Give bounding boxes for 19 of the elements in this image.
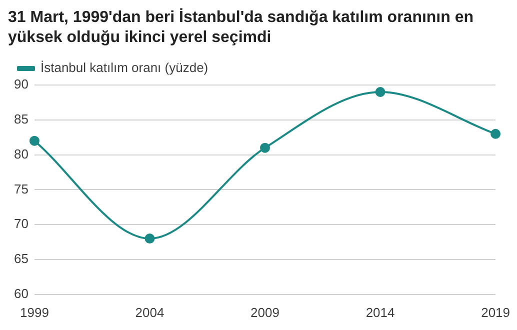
- y-tick-label: 80: [14, 146, 28, 162]
- y-tick-label: 60: [14, 286, 28, 301]
- x-tick-label: 2014: [366, 304, 395, 320]
- point: [375, 86, 386, 97]
- chart-title: 31 Mart, 1999'dan beri İstanbul'da sandığa katılım oranının en yüksek olduğu ikinci yerel seçimdi: [8, 8, 475, 48]
- x-tick-label: 1999: [20, 304, 49, 320]
- y-tick-label: 90: [14, 76, 28, 92]
- y-tick-label: 70: [14, 216, 28, 232]
- point: [490, 128, 501, 139]
- y-tick-label: 65: [14, 251, 28, 266]
- x-tick-label: 2004: [135, 304, 164, 320]
- point: [29, 136, 40, 146]
- point: [144, 234, 155, 244]
- y-tick-label: 75: [14, 181, 28, 196]
- x-tick-label: 2009: [250, 304, 280, 320]
- legend-label: İstanbul katılım oranı (yüzde): [40, 60, 208, 76]
- x-tick-label: 2019: [481, 304, 510, 320]
- y-tick-label: 85: [14, 111, 28, 126]
- point: [260, 142, 270, 153]
